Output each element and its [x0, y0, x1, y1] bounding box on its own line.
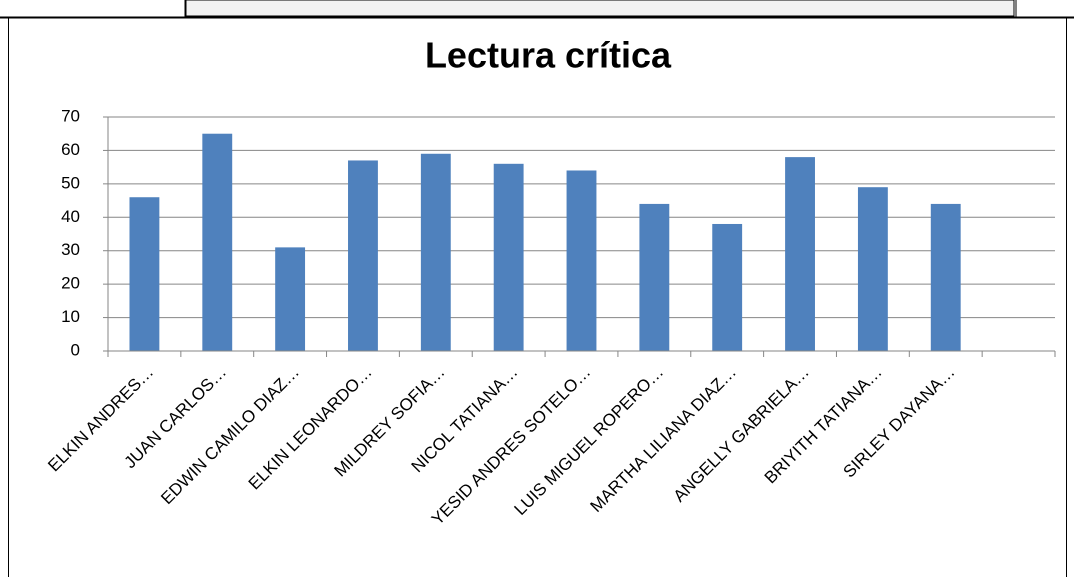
bar — [493, 163, 524, 351]
y-tick-label: 0 — [71, 340, 80, 359]
y-tick-label: 10 — [61, 307, 80, 326]
y-tick-label: 50 — [61, 173, 80, 192]
bar — [857, 187, 888, 351]
y-tick-label: 60 — [61, 140, 80, 159]
bar — [712, 223, 743, 351]
bar — [930, 203, 961, 351]
y-tick-label: 30 — [61, 240, 80, 259]
y-tick-label: 40 — [61, 207, 80, 226]
y-tick-label: 70 — [61, 106, 80, 125]
y-tick-label: 20 — [61, 274, 80, 293]
bar — [420, 153, 451, 351]
bar — [639, 203, 670, 351]
bar — [566, 170, 597, 351]
bar — [129, 197, 160, 351]
header-cell — [185, 0, 1015, 17]
chart-title: Lectura crítica — [425, 35, 672, 76]
bar — [785, 157, 815, 351]
bar — [348, 160, 378, 351]
bar — [275, 247, 306, 351]
bar — [202, 133, 233, 351]
